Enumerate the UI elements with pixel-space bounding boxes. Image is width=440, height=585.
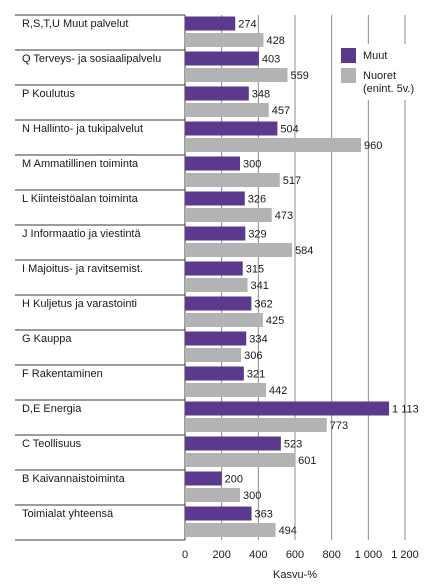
value-label-muut: 363: [255, 509, 273, 521]
category-label: L Kiinteistöalan toiminta: [22, 193, 139, 205]
x-tick-label-800: 800: [322, 549, 340, 561]
bar-muut: [185, 471, 222, 486]
bar-muut: [185, 401, 390, 416]
bar-nuoret: [185, 418, 327, 432]
legend-label-muut: Muut: [363, 50, 387, 62]
bar-nuoret: [185, 138, 361, 152]
value-label-nuoret: 341: [251, 280, 269, 292]
value-label-nuoret: 584: [295, 245, 313, 257]
category-label: C Teollisuus: [22, 438, 82, 450]
category-label: J Informaatio ja viestintä: [22, 228, 141, 240]
bar-muut: [185, 51, 259, 66]
bar-muut: [185, 296, 252, 311]
value-label-muut: 504: [280, 124, 298, 136]
bar-nuoret: [185, 313, 263, 327]
value-label-nuoret: 559: [290, 70, 308, 82]
value-label-muut: 329: [248, 229, 266, 241]
x-tick-label-0: 0: [182, 549, 188, 561]
value-label-nuoret: 425: [266, 315, 284, 327]
bar-muut: [185, 436, 281, 451]
bar-nuoret: [185, 383, 267, 397]
legend-label-nuoret: Nuoret (enint. 5v.): [363, 70, 414, 95]
value-label-muut: 362: [254, 299, 272, 311]
bar-muut: [185, 506, 252, 521]
value-label-muut: 326: [248, 194, 266, 206]
category-label: M Ammatillinen toiminta: [22, 158, 139, 170]
bar-muut: [185, 366, 244, 381]
category-label: B Kaivannaistoiminta: [22, 473, 126, 485]
bar-nuoret: [185, 173, 280, 187]
value-label-nuoret: 300: [243, 490, 261, 502]
value-label-muut: 348: [252, 89, 270, 101]
x-tick-label-600: 600: [286, 549, 304, 561]
value-label-muut: 1 113: [392, 404, 419, 416]
bar-muut: [185, 226, 246, 241]
x-tick-label-200: 200: [212, 549, 230, 561]
x-tick-label-1000: 1 000: [355, 549, 383, 561]
value-label-nuoret: 517: [283, 175, 301, 187]
category-label: D,E Energia: [22, 403, 82, 415]
category-label: I Majoitus- ja ravitsemist.: [22, 263, 143, 275]
bar-muut: [185, 16, 236, 31]
bar-nuoret: [185, 208, 272, 222]
legend: Muut Nuoret (enint. 5v.): [337, 44, 427, 100]
bar-nuoret: [185, 243, 293, 257]
bar-nuoret: [185, 348, 242, 362]
value-label-nuoret: 601: [298, 455, 316, 467]
value-label-nuoret: 773: [330, 420, 348, 432]
x-tick-label-1200: 1 200: [391, 549, 419, 561]
value-label-nuoret: 960: [364, 140, 382, 152]
category-label: Q Terveys- ja sosiaalipalvelu: [22, 53, 161, 65]
bar-muut: [185, 261, 243, 276]
bar-nuoret: [185, 68, 288, 82]
bar-nuoret: [185, 33, 264, 47]
bar-nuoret: [185, 453, 296, 467]
value-label-muut: 274: [238, 19, 256, 31]
value-label-muut: 200: [225, 474, 243, 486]
bar-nuoret: [185, 523, 276, 537]
category-label: F Rakentaminen: [22, 368, 103, 380]
value-label-muut: 315: [246, 264, 264, 276]
grid-lines: [184, 15, 406, 540]
bar-nuoret: [185, 278, 248, 292]
value-label-muut: 523: [284, 439, 302, 451]
value-label-nuoret: 442: [269, 385, 287, 397]
category-separators: [15, 14, 186, 541]
value-label-muut: 403: [262, 54, 280, 66]
bar-muut: [185, 121, 278, 136]
category-label: Toimialat yhteensä: [22, 508, 114, 520]
category-label: G Kauppa: [22, 333, 72, 345]
category-label: H Kuljetus ja varastointi: [22, 298, 137, 310]
bars: [185, 16, 390, 537]
value-label-nuoret: 494: [279, 525, 297, 537]
value-label-nuoret: 457: [272, 105, 290, 117]
bar-muut: [185, 156, 240, 171]
value-label-nuoret: 306: [244, 350, 262, 362]
bar-nuoret: [185, 103, 269, 117]
value-label-muut: 321: [247, 369, 265, 381]
x-axis-ticks: 0 200 400 600 800 1 000 1 200: [182, 549, 419, 561]
value-label-muut: 334: [249, 334, 267, 346]
category-label: R,S,T,U Muut palvelut: [22, 18, 128, 30]
legend-swatch-nuoret: [341, 68, 356, 83]
category-label: N Hallinto- ja tukipalvelut: [22, 123, 143, 135]
bar-nuoret: [185, 488, 240, 502]
x-axis-title: Kasvu-%: [273, 569, 317, 581]
value-label-nuoret: 473: [275, 210, 293, 222]
value-label-muut: 300: [243, 159, 261, 171]
value-label-nuoret: 428: [266, 35, 284, 47]
legend-swatch-muut: [341, 48, 356, 63]
bar-muut: [185, 191, 245, 206]
x-tick-label-400: 400: [249, 549, 267, 561]
category-label: P Koulutus: [22, 88, 76, 100]
bar-muut: [185, 86, 249, 101]
category-labels: R,S,T,U Muut palvelut Q Terveys- ja sosia…: [22, 18, 161, 520]
bar-muut: [185, 331, 247, 346]
